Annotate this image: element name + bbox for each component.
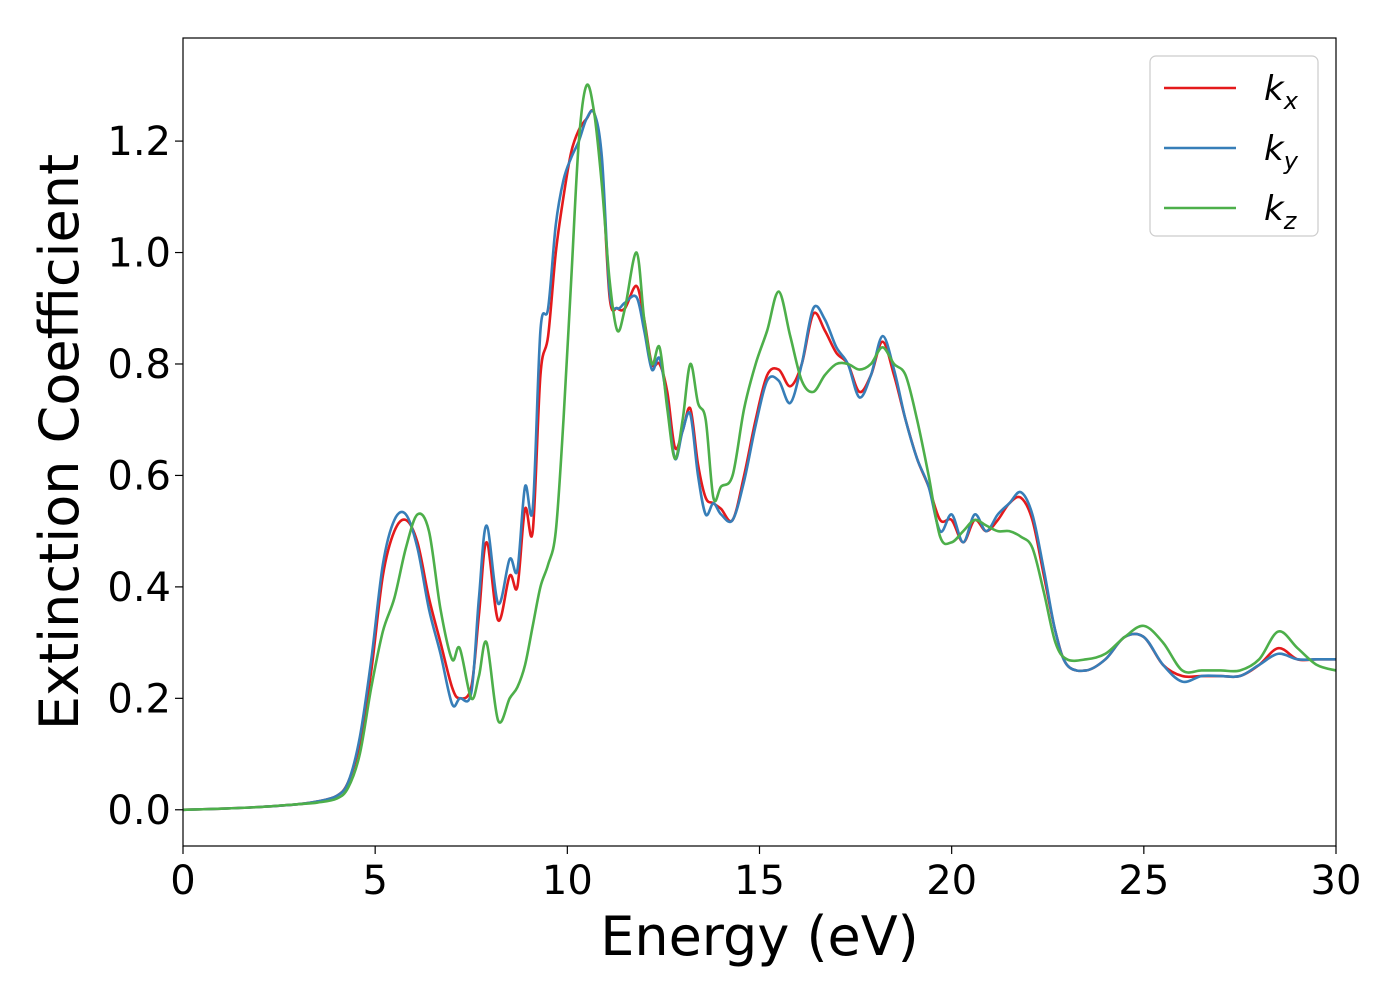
y-tick-label: 0.0	[107, 788, 171, 834]
y-tick-label: 1.0	[107, 231, 171, 277]
y-tick-label: 0.4	[107, 565, 171, 611]
y-axis-label: Extinction Coefficient	[28, 154, 91, 730]
y-tick-label: 1.2	[107, 119, 171, 165]
y-axis-ticks: 0.0 0.2 0.4 0.6 0.8 1.0 1.2	[107, 119, 183, 834]
legend-label-subscript: z	[1283, 207, 1298, 235]
legend-label-y: ky	[1264, 129, 1299, 175]
x-tick-label: 0	[170, 858, 195, 904]
series-line-y	[183, 109, 1336, 812]
series-layer	[183, 83, 1336, 812]
series-line-z	[183, 83, 1336, 812]
y-tick-label: 0.8	[107, 342, 171, 388]
y-tick-label: 0.6	[107, 453, 171, 499]
x-tick-label: 30	[1311, 858, 1362, 904]
x-tick-label: 25	[1118, 858, 1169, 904]
x-axis-ticks: 0 5 10 15 20 25 30	[170, 846, 1361, 904]
legend-label-base: k	[1264, 129, 1285, 169]
y-tick-label: 0.2	[107, 676, 171, 722]
x-tick-label: 5	[362, 858, 387, 904]
x-tick-label: 15	[734, 858, 785, 904]
legend-label-z: kz	[1264, 189, 1298, 235]
legend-label-base: k	[1264, 69, 1285, 109]
x-tick-label: 10	[542, 858, 593, 904]
legend-label-subscript: x	[1283, 87, 1299, 115]
legend-label-x: kx	[1264, 69, 1299, 115]
legend-label-base: k	[1264, 189, 1285, 229]
legend-label-subscript: y	[1283, 147, 1299, 175]
x-tick-label: 20	[926, 858, 977, 904]
legend-box	[1149, 55, 1319, 237]
x-axis-label: Energy (eV)	[600, 905, 919, 968]
